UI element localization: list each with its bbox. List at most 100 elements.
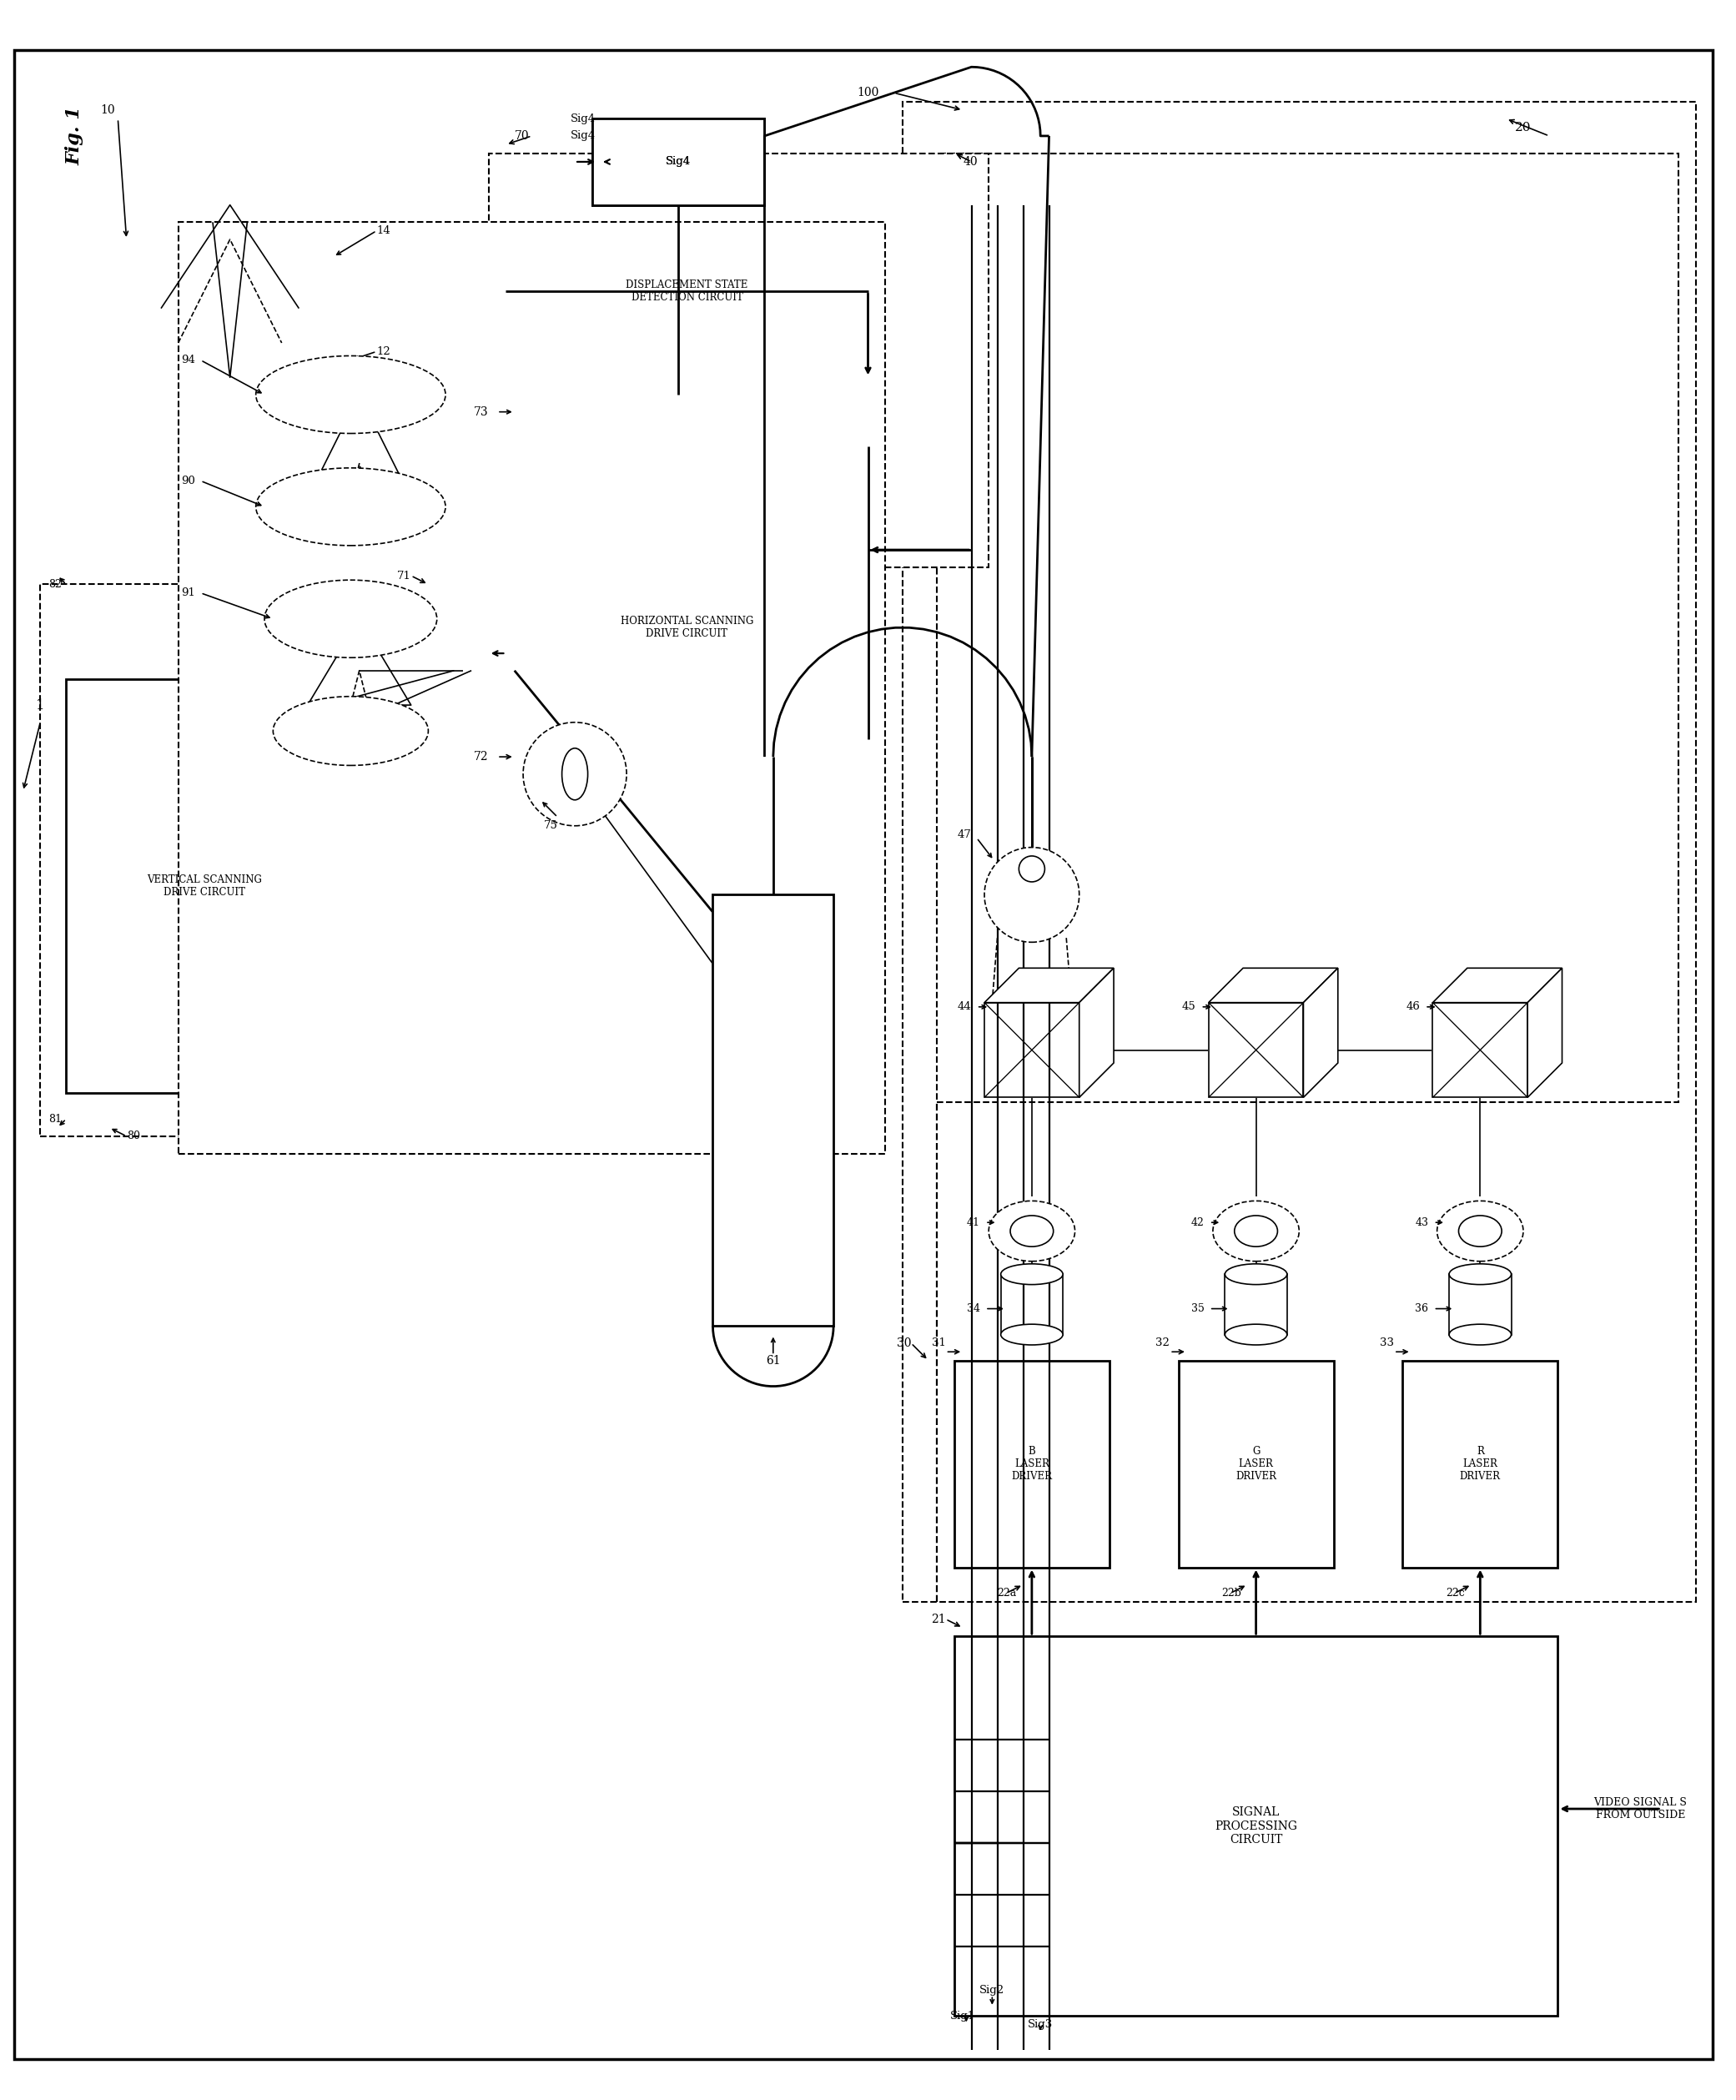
Polygon shape xyxy=(984,968,1115,1002)
Text: Sig4: Sig4 xyxy=(665,155,691,168)
Ellipse shape xyxy=(1010,1216,1054,1247)
Text: G
LASER
DRIVER: G LASER DRIVER xyxy=(1236,1447,1276,1483)
Bar xyxy=(592,120,764,206)
Text: 71: 71 xyxy=(398,571,411,582)
Bar xyxy=(1000,1275,1062,1336)
Bar xyxy=(955,1636,1557,2016)
Ellipse shape xyxy=(1450,1325,1512,1344)
Text: HORIZONTAL SCANNING
DRIVE CIRCUIT: HORIZONTAL SCANNING DRIVE CIRCUIT xyxy=(620,615,753,638)
Text: VERTICAL SCANNING
DRIVE CIRCUIT: VERTICAL SCANNING DRIVE CIRCUIT xyxy=(146,874,262,899)
Polygon shape xyxy=(1528,968,1562,1098)
Circle shape xyxy=(83,145,377,437)
Bar xyxy=(179,223,885,1153)
Text: 91: 91 xyxy=(181,588,196,598)
Bar xyxy=(1208,1002,1304,1098)
Bar xyxy=(713,895,833,1325)
Ellipse shape xyxy=(1450,1264,1512,1285)
Text: 43: 43 xyxy=(1415,1218,1429,1228)
Text: 22a: 22a xyxy=(996,1588,1017,1598)
Ellipse shape xyxy=(984,848,1080,943)
Text: 73: 73 xyxy=(474,405,488,418)
Ellipse shape xyxy=(200,326,260,359)
Text: 36: 36 xyxy=(1415,1304,1429,1315)
Bar xyxy=(505,187,868,395)
Text: 41: 41 xyxy=(967,1218,981,1228)
Text: R
LASER
DRIVER: R LASER DRIVER xyxy=(1460,1447,1500,1483)
Ellipse shape xyxy=(1000,1325,1062,1344)
Text: 10: 10 xyxy=(101,105,115,116)
Bar xyxy=(488,153,990,567)
Bar xyxy=(420,601,505,722)
Text: 42: 42 xyxy=(1191,1218,1205,1228)
Ellipse shape xyxy=(255,468,446,546)
Text: 12: 12 xyxy=(377,346,391,357)
Text: Sig1: Sig1 xyxy=(950,2010,976,2020)
Text: 22b: 22b xyxy=(1222,1588,1241,1598)
Text: SIGNAL
PROCESSING
CIRCUIT: SIGNAL PROCESSING CIRCUIT xyxy=(1215,1806,1297,1846)
Ellipse shape xyxy=(1213,1201,1299,1262)
Text: 21: 21 xyxy=(930,1613,946,1625)
Ellipse shape xyxy=(264,580,437,657)
Bar xyxy=(984,1002,1080,1098)
Bar xyxy=(903,101,1696,1602)
Bar xyxy=(1179,1361,1333,1567)
Text: Fig. 1: Fig. 1 xyxy=(66,107,83,166)
Ellipse shape xyxy=(1226,1264,1286,1285)
Ellipse shape xyxy=(562,748,589,800)
Bar xyxy=(66,678,342,1094)
Text: Sig4: Sig4 xyxy=(571,113,595,124)
Text: 82: 82 xyxy=(49,580,62,590)
Text: 47: 47 xyxy=(957,830,972,840)
Ellipse shape xyxy=(990,1201,1075,1262)
Text: B
LASER
DRIVER: B LASER DRIVER xyxy=(1012,1447,1052,1483)
Text: 14: 14 xyxy=(377,225,391,235)
Ellipse shape xyxy=(1226,1325,1286,1344)
Text: 34: 34 xyxy=(967,1304,981,1315)
Text: 40: 40 xyxy=(963,155,977,168)
Polygon shape xyxy=(1304,968,1338,1098)
Ellipse shape xyxy=(273,697,429,764)
Polygon shape xyxy=(1080,968,1115,1098)
Text: Sig3: Sig3 xyxy=(1028,2018,1054,2031)
Text: 100: 100 xyxy=(858,86,878,99)
Text: Sig4: Sig4 xyxy=(571,130,595,141)
Ellipse shape xyxy=(1437,1201,1522,1262)
Text: DISPLACEMENT STATE
DETECTION CIRCUIT: DISPLACEMENT STATE DETECTION CIRCUIT xyxy=(627,279,748,302)
Text: 22c: 22c xyxy=(1446,1588,1465,1598)
Bar xyxy=(937,153,1679,1102)
Ellipse shape xyxy=(255,355,446,433)
Ellipse shape xyxy=(1000,1264,1062,1285)
Text: 72: 72 xyxy=(474,752,488,762)
Text: 44: 44 xyxy=(958,1002,972,1012)
Text: 90: 90 xyxy=(181,475,196,487)
Text: 20: 20 xyxy=(1516,122,1531,132)
Text: 31: 31 xyxy=(932,1338,946,1348)
Text: 1: 1 xyxy=(36,697,45,712)
Bar xyxy=(1450,1275,1512,1336)
Text: 94: 94 xyxy=(181,355,196,365)
Text: 33: 33 xyxy=(1380,1338,1394,1348)
Ellipse shape xyxy=(1234,1216,1278,1247)
Ellipse shape xyxy=(1019,857,1045,882)
Text: 30: 30 xyxy=(896,1338,911,1348)
Ellipse shape xyxy=(523,722,627,825)
Bar xyxy=(592,120,764,206)
Bar xyxy=(505,514,868,739)
Polygon shape xyxy=(1208,968,1338,1002)
Polygon shape xyxy=(1432,968,1562,1002)
Bar xyxy=(955,1361,1109,1567)
Text: Sig4: Sig4 xyxy=(665,155,691,168)
Bar xyxy=(40,584,385,1136)
Text: 75: 75 xyxy=(543,821,557,832)
Text: 70: 70 xyxy=(514,130,529,143)
Text: Sig2: Sig2 xyxy=(979,1984,1005,1995)
Text: VIDEO SIGNAL S
FROM OUTSIDE: VIDEO SIGNAL S FROM OUTSIDE xyxy=(1594,1798,1687,1821)
Text: 45: 45 xyxy=(1182,1002,1196,1012)
Text: 80: 80 xyxy=(127,1130,141,1142)
Text: 61: 61 xyxy=(766,1355,781,1367)
Bar xyxy=(1403,1361,1557,1567)
Ellipse shape xyxy=(1458,1216,1502,1247)
Text: 46: 46 xyxy=(1406,1002,1420,1012)
Text: 35: 35 xyxy=(1191,1304,1205,1315)
Bar xyxy=(1226,1275,1286,1336)
